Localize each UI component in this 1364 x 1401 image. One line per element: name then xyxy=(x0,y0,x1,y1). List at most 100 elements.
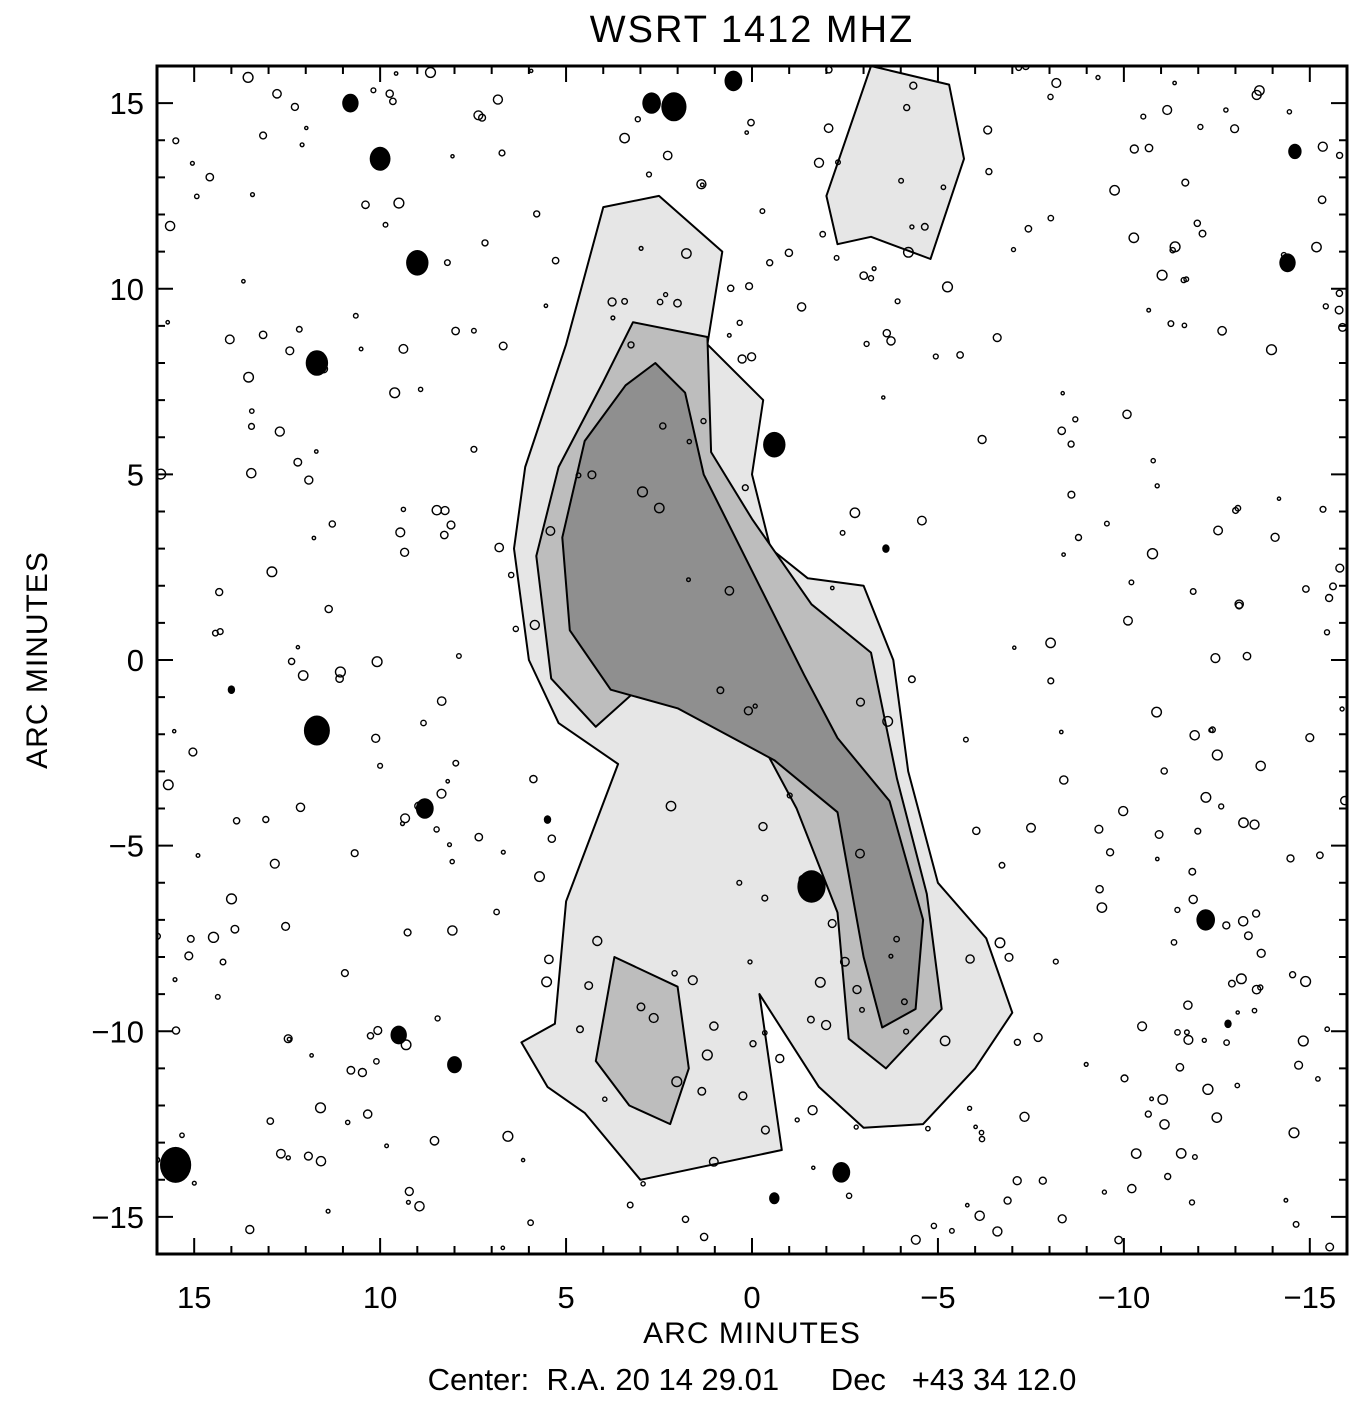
noise-contour xyxy=(242,71,254,84)
x-tick-label: 15 xyxy=(177,1280,211,1315)
noise-contour xyxy=(659,422,667,430)
noise-contour xyxy=(1197,123,1204,131)
noise-contour xyxy=(746,352,757,362)
noise-contour xyxy=(1210,652,1221,664)
noise-contour xyxy=(325,1208,331,1214)
noise-contour xyxy=(1160,767,1168,775)
noise-contour xyxy=(1201,1037,1208,1044)
noise-contour xyxy=(994,937,1006,949)
noise-contour xyxy=(1324,593,1334,603)
y-tick-label: −5 xyxy=(109,829,144,864)
noise-contour xyxy=(1012,1175,1022,1186)
noise-contour xyxy=(761,1029,768,1036)
noise-contour xyxy=(1083,1061,1089,1067)
noise-contour xyxy=(502,1130,514,1142)
noise-contours xyxy=(157,66,1347,1252)
noise-contour xyxy=(404,1186,414,1197)
emission-region-4 xyxy=(594,956,690,1126)
noise-contour xyxy=(1170,939,1178,946)
noise-contour xyxy=(431,504,443,516)
noise-contour xyxy=(544,954,554,965)
noise-contour xyxy=(1335,151,1344,160)
noise-contour xyxy=(972,826,981,836)
noise-contour xyxy=(839,956,850,967)
noise-contour xyxy=(370,87,377,94)
noise-contour xyxy=(636,486,649,498)
noise-contour xyxy=(232,817,241,825)
noise-contour xyxy=(1319,505,1327,513)
noise-contour xyxy=(1010,246,1017,253)
noise-contour xyxy=(1129,144,1140,154)
noise-contour xyxy=(939,1035,951,1047)
noise-contour xyxy=(162,779,174,791)
noise-contour xyxy=(900,998,908,1006)
noise-contour xyxy=(607,297,617,307)
noise-contour xyxy=(1144,143,1154,153)
noise-contour xyxy=(403,928,412,937)
noise-contour xyxy=(295,644,301,650)
noise-contour xyxy=(455,653,462,660)
noise-contour xyxy=(219,958,227,966)
noise-contour xyxy=(1317,195,1327,205)
noise-contour xyxy=(243,371,255,383)
noise-contour xyxy=(974,1210,986,1222)
noise-contour xyxy=(1096,902,1108,913)
noise-contour xyxy=(853,1124,859,1130)
noise-contour xyxy=(1146,548,1159,560)
noise-contour xyxy=(1339,706,1345,712)
noise-contour xyxy=(1183,1029,1190,1036)
noise-contour xyxy=(881,395,886,400)
noise-contour xyxy=(621,297,629,305)
noise-contour xyxy=(1149,1096,1155,1102)
noise-contour xyxy=(1114,1235,1124,1245)
noise-contour xyxy=(794,1117,800,1123)
point-source xyxy=(543,815,552,824)
noise-contour xyxy=(429,1135,440,1146)
noise-contour xyxy=(653,502,665,514)
noise-contour xyxy=(1188,1199,1196,1206)
noise-contour xyxy=(377,762,384,769)
noise-contour xyxy=(741,484,749,492)
y-tick-label: −10 xyxy=(91,1014,144,1049)
noise-contour xyxy=(1015,66,1023,72)
x-tick-label: 10 xyxy=(363,1280,397,1315)
noise-contour xyxy=(1003,1196,1012,1205)
noise-contour xyxy=(214,587,224,597)
noise-contour xyxy=(1151,706,1163,718)
noise-contour xyxy=(473,110,484,121)
noise-contour xyxy=(1222,921,1231,930)
noise-contour xyxy=(393,71,399,76)
noise-contour xyxy=(1283,1197,1289,1203)
noise-contour xyxy=(1202,1083,1214,1096)
noise-contour xyxy=(1257,984,1264,991)
noise-contour xyxy=(405,1199,411,1205)
noise-contour xyxy=(724,585,735,596)
noise-contour xyxy=(474,832,484,842)
noise-contour xyxy=(1074,533,1083,542)
x-tick-label: −10 xyxy=(1098,1280,1151,1315)
noise-contour xyxy=(796,302,807,312)
noise-contour xyxy=(1235,1010,1240,1015)
noise-contour xyxy=(992,333,1002,343)
noise-contour xyxy=(245,467,257,479)
noise-contour xyxy=(362,1109,373,1119)
noise-contour xyxy=(909,81,918,90)
noise-contour xyxy=(610,315,616,321)
noise-contour xyxy=(964,1202,970,1208)
noise-contour xyxy=(230,924,240,934)
noise-contour xyxy=(245,1224,255,1235)
noise-contour xyxy=(1067,440,1075,448)
noise-contour xyxy=(775,1053,785,1064)
noise-contour xyxy=(1004,952,1014,962)
noise-contour xyxy=(673,298,682,308)
point-source xyxy=(882,544,890,553)
noise-contour xyxy=(259,131,268,140)
noise-contour xyxy=(436,788,447,799)
noise-contour xyxy=(1061,552,1067,557)
noise-contour xyxy=(1317,141,1329,152)
noise-contour xyxy=(849,507,861,519)
noise-contour xyxy=(417,386,424,393)
noise-contour xyxy=(893,935,900,943)
noise-contour xyxy=(1109,184,1121,196)
noise-contour xyxy=(400,813,411,824)
